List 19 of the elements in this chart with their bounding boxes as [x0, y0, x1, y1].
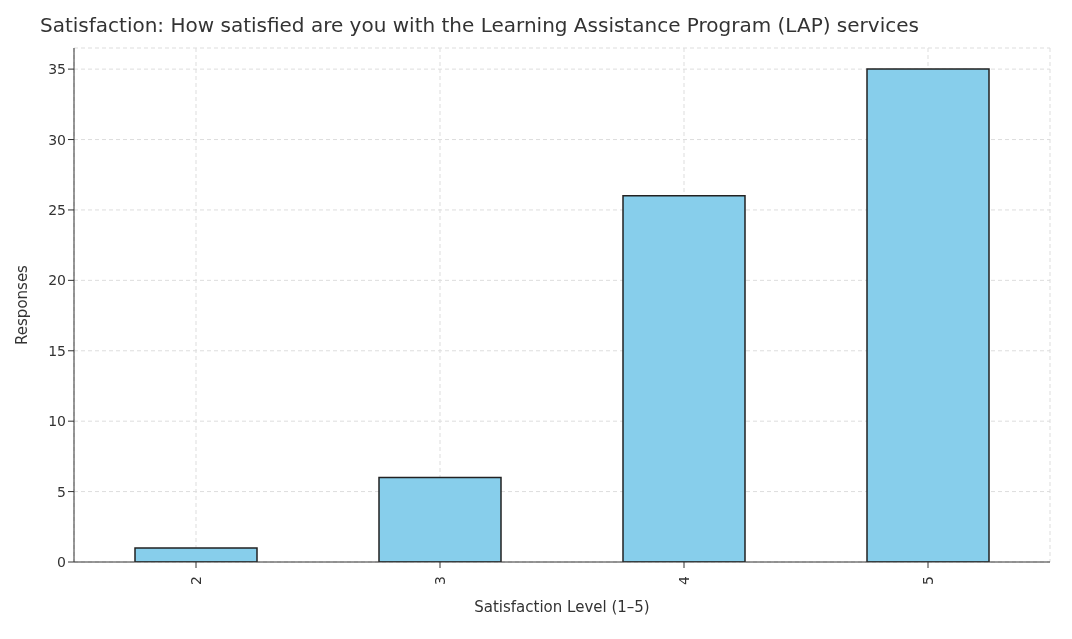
bar [866, 68, 990, 562]
x-axis-title: Satisfaction Level (1–5) [474, 598, 650, 616]
y-tick-label: 5 [57, 483, 66, 500]
x-tick-label: 4 [676, 575, 692, 585]
y-tick-label: 35 [48, 61, 66, 78]
chart-title: Satisfaction: How satisfied are you with the Learning Assistance Program (LAP) services [39, 12, 920, 39]
y-tick-label: 10 [48, 413, 66, 430]
x-tick-label: 5 [920, 576, 936, 585]
x-tick-label: 2 [188, 576, 204, 585]
y-tick-label: 20 [48, 272, 66, 289]
bar [378, 476, 502, 562]
x-tick-label: 3 [432, 576, 448, 585]
y-tick-label: 15 [48, 342, 66, 359]
bar [134, 547, 258, 562]
bar [622, 195, 746, 562]
y-tick-label: 30 [48, 131, 66, 148]
y-axis-title: Responses [13, 264, 32, 345]
y-tick-label: 0 [57, 553, 66, 570]
y-tick-label: 25 [48, 201, 66, 218]
